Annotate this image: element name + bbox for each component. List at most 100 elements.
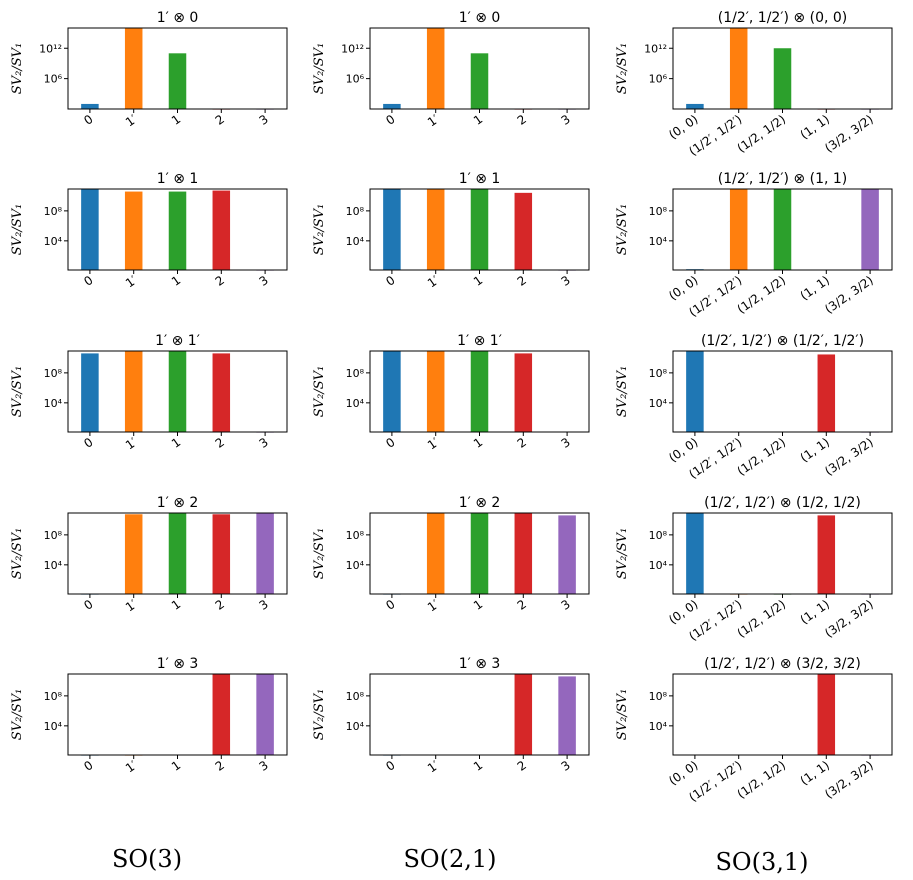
- y-tick-label: 10⁸: [44, 367, 63, 380]
- y-axis-label: SV₂/SV₁: [312, 689, 327, 740]
- y-tick-label: 10⁴: [346, 235, 365, 248]
- y-tick-label: 10⁸: [346, 529, 365, 542]
- x-tick-label: 3: [559, 597, 573, 613]
- bar: [212, 353, 231, 432]
- y-tick-label: 10¹²: [644, 42, 667, 55]
- column-label-so3: SO(3): [111, 845, 183, 873]
- subplot-title: 1′ ⊗ 3: [459, 656, 501, 672]
- y-axis-label: SV₂/SV₁: [10, 204, 25, 255]
- x-tick-label: 2: [515, 112, 529, 128]
- axes-frame: [672, 673, 893, 756]
- x-tick-label: 2: [213, 273, 227, 289]
- axes-frame: [672, 350, 893, 433]
- subplot-title: (1/2′, 1/2′) ⊗ (0, 0): [718, 10, 848, 26]
- subplot-title: 1′ ⊗ 2: [157, 495, 199, 511]
- bar: [124, 28, 143, 109]
- y-tick-label: 10¹²: [341, 42, 364, 55]
- subplot-5: 1′ ⊗ 3 10⁴ 10⁸ SV₂/SV₁ 0 1′ 1 2 3: [10, 656, 288, 775]
- x-tick-label: 1′: [123, 273, 140, 291]
- y-axis-label: SV₂/SV₁: [10, 43, 25, 94]
- bar: [729, 189, 748, 270]
- x-tick-label: (1, 1): [798, 435, 832, 465]
- x-tick-label: 1′: [425, 435, 442, 453]
- y-tick-label: 10⁴: [346, 397, 365, 410]
- y-tick-label: 10⁸: [649, 367, 668, 380]
- bar: [168, 191, 187, 270]
- subplot-11: (1/2′, 1/2′) ⊗ (0, 0) 10⁶ 10¹² SV₂/SV₁ (0, 0…: [615, 10, 893, 158]
- bar: [514, 353, 533, 432]
- y-tick-label: 10⁴: [346, 559, 365, 572]
- y-axis-label: SV₂/SV₁: [615, 528, 630, 579]
- x-tick-label: 1: [169, 273, 183, 289]
- subplot-title: (1/2′, 1/2′) ⊗ (3/2, 3/2): [704, 656, 861, 672]
- bar: [470, 351, 489, 432]
- x-tick-label: 0: [81, 758, 95, 774]
- bar: [470, 189, 489, 270]
- x-tick-label: 0: [81, 273, 95, 289]
- x-tick-label: 3: [559, 273, 573, 289]
- x-tick-label: 1: [471, 435, 485, 451]
- x-tick-label: (3/2, 3/2): [822, 597, 876, 640]
- x-tick-label: (0, 0): [666, 597, 700, 627]
- y-tick-label: 10⁸: [346, 690, 365, 703]
- y-tick-label: 10⁶: [44, 73, 63, 86]
- x-tick-label: 1′: [425, 273, 442, 291]
- bar: [81, 103, 99, 109]
- bar: [168, 351, 187, 432]
- y-tick-label: 10⁸: [44, 205, 63, 218]
- x-tick-label: (0, 0): [666, 273, 700, 303]
- x-tick-label: 0: [383, 758, 397, 774]
- bar: [212, 674, 231, 755]
- x-tick-label: 0: [81, 112, 95, 128]
- bar: [470, 53, 489, 109]
- subplot-15: (1/2′, 1/2′) ⊗ (3/2, 3/2) 10⁴ 10⁸ SV₂/SV₁ (0…: [615, 656, 893, 804]
- bar: [168, 513, 187, 594]
- x-tick-label: 2: [213, 758, 227, 774]
- x-tick-label: 3: [559, 112, 573, 128]
- column-label-so21: SO(2,1): [403, 845, 497, 873]
- x-tick-label: 2: [515, 597, 529, 613]
- x-tick-label: 2: [515, 435, 529, 451]
- x-tick-label: 2: [213, 112, 227, 128]
- x-tick-label: (1/2, 1/2): [735, 273, 789, 316]
- subplot-title: 1′ ⊗ 1: [459, 171, 501, 187]
- x-tick-label: (3/2, 3/2): [822, 273, 876, 316]
- axes-frame: [67, 673, 288, 756]
- y-tick-label: 10⁴: [346, 720, 365, 733]
- subplot-title: 1′ ⊗ 0: [157, 10, 199, 26]
- bar: [81, 353, 99, 432]
- x-tick-label: 0: [383, 597, 397, 613]
- x-tick-label: 1′: [123, 597, 140, 615]
- y-tick-label: 10⁴: [649, 397, 668, 410]
- x-tick-label: (3/2, 3/2): [822, 435, 876, 478]
- x-tick-label: 1: [471, 597, 485, 613]
- subplot-6: 1′ ⊗ 0 10⁶ 10¹² SV₂/SV₁ 0 1′ 1 2 3: [312, 10, 590, 129]
- bar: [256, 513, 274, 594]
- bar: [383, 103, 401, 109]
- x-tick-label: (0, 0): [666, 435, 700, 465]
- subplot-title: 1′ ⊗ 0: [459, 10, 501, 26]
- y-tick-label: 10⁴: [44, 720, 63, 733]
- subplot-4: 1′ ⊗ 2 10⁴ 10⁸ SV₂/SV₁ 0 1′ 1 2 3: [10, 495, 288, 615]
- axes-frame: [369, 673, 590, 756]
- x-tick-label: 0: [81, 435, 95, 451]
- subplot-9: 1′ ⊗ 2 10⁴ 10⁸ SV₂/SV₁ 0 1′ 1 2 3: [312, 495, 590, 615]
- bar: [773, 48, 792, 109]
- x-tick-label: 0: [81, 597, 95, 613]
- bar: [558, 515, 576, 594]
- x-tick-label: (3/2, 3/2): [822, 758, 876, 801]
- bar: [686, 351, 704, 432]
- x-tick-label: 1: [169, 435, 183, 451]
- bar: [124, 514, 143, 594]
- x-tick-label: 1′: [123, 435, 140, 453]
- x-tick-label: 1′: [425, 597, 442, 615]
- subplot-title: 1′ ⊗ 1: [157, 171, 199, 187]
- bar: [686, 103, 704, 109]
- bar: [729, 28, 748, 109]
- axes-frame: [672, 512, 893, 595]
- y-tick-label: 10⁸: [44, 529, 63, 542]
- bar: [514, 513, 533, 594]
- y-tick-label: 10⁶: [346, 73, 365, 86]
- bar: [514, 674, 533, 755]
- subplot-title: (1/2′, 1/2′) ⊗ (1, 1): [718, 171, 848, 187]
